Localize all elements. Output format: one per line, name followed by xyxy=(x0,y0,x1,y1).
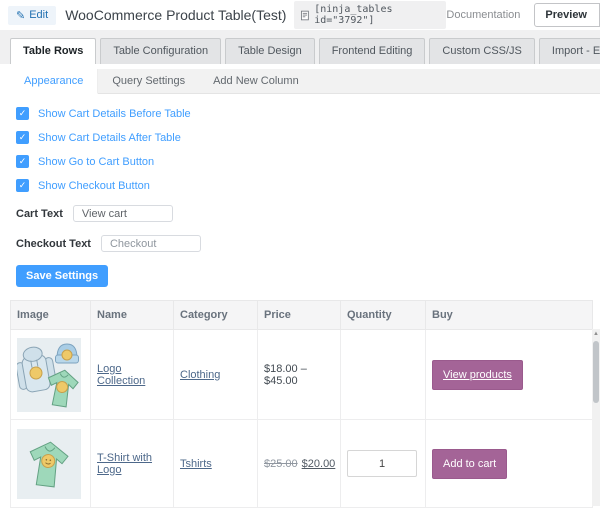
table-row: T-Shirt with Logo Tshirts $25.00$20.00 A… xyxy=(10,419,593,508)
column-header-name: Name xyxy=(90,300,174,330)
save-settings-button[interactable]: Save Settings xyxy=(16,265,109,287)
tab-table-configuration[interactable]: Table Configuration xyxy=(100,38,222,64)
tab-table-design[interactable]: Table Design xyxy=(225,38,315,64)
checkbox-show-checkout-button[interactable]: ✓ Show Checkout Button xyxy=(16,179,150,192)
product-image-logo-collection xyxy=(15,337,81,412)
quantity-input[interactable] xyxy=(347,450,417,477)
sub-tab-filler xyxy=(312,69,600,94)
column-header-quantity: Quantity xyxy=(340,300,426,330)
document-copy-icon xyxy=(301,10,310,20)
scrollbar-thumb[interactable] xyxy=(593,341,599,403)
cart-text-input[interactable] xyxy=(72,205,173,222)
product-category-link[interactable]: Tshirts xyxy=(180,457,212,470)
page-title: WooCommerce Product Table(Test) xyxy=(65,7,287,23)
product-name-link[interactable]: Logo Collection xyxy=(97,362,146,387)
edit-button[interactable]: ✎ Edit xyxy=(8,5,57,25)
checkbox-label: Show Cart Details Before Table xyxy=(38,107,191,120)
scrollbar-up-arrow-icon[interactable]: ▲ xyxy=(593,331,599,337)
preview-button[interactable]: Preview xyxy=(534,3,600,27)
checkout-text-input[interactable] xyxy=(100,235,201,252)
tab-table-rows[interactable]: Table Rows xyxy=(10,38,97,64)
column-header-category: Category xyxy=(173,300,258,330)
subtab-appearance[interactable]: Appearance xyxy=(10,69,99,94)
top-header-bar: ✎ Edit WooCommerce Product Table(Test) [… xyxy=(0,0,600,30)
column-header-price: Price xyxy=(257,300,341,330)
quantity-cell-empty xyxy=(340,329,426,420)
checkbox-checked-icon: ✓ xyxy=(16,179,29,192)
column-header-buy: Buy xyxy=(425,300,593,330)
column-header-image: Image xyxy=(10,300,91,330)
product-price-range: $18.00 – $45.00 xyxy=(264,362,307,387)
edit-button-label: Edit xyxy=(29,9,49,21)
sub-tab-spacer xyxy=(0,69,10,94)
checkbox-show-cart-details-before-table[interactable]: ✓ Show Cart Details Before Table xyxy=(16,107,191,120)
cart-text-row: Cart Text xyxy=(16,205,584,222)
subtab-query-settings[interactable]: Query Settings xyxy=(98,69,200,94)
tab-import-export[interactable]: Import - Export xyxy=(538,38,600,64)
documentation-link[interactable]: Documentation xyxy=(446,9,521,21)
table-header-row: Image Name Category Price Quantity Buy xyxy=(10,300,593,330)
checkbox-checked-icon: ✓ xyxy=(16,155,29,168)
sub-tab-bar: Appearance Query Settings Add New Column xyxy=(0,69,600,94)
product-price-regular: $25.00 xyxy=(264,457,298,470)
table-row: Logo Collection Clothing $18.00 – $45.00… xyxy=(10,329,593,420)
pencil-icon: ✎ xyxy=(16,9,26,22)
main-tab-bar: Table Rows Table Configuration Table Des… xyxy=(0,30,600,64)
shortcode-text: [ninja_tables id="3792"] xyxy=(314,4,393,26)
subtab-add-new-column[interactable]: Add New Column xyxy=(199,69,313,94)
table-scrollbar[interactable]: ▲ xyxy=(592,329,600,506)
tab-frontend-editing[interactable]: Frontend Editing xyxy=(318,38,426,64)
product-image-tshirt-with-logo xyxy=(17,428,81,499)
checkbox-show-go-to-cart-button[interactable]: ✓ Show Go to Cart Button xyxy=(16,155,154,168)
appearance-settings: ✓ Show Cart Details Before Table ✓ Show … xyxy=(0,94,600,287)
product-table-preview: Image Name Category Price Quantity Buy xyxy=(10,300,600,508)
checkbox-label: Show Go to Cart Button xyxy=(38,155,155,168)
checkout-text-label: Checkout Text xyxy=(16,237,91,250)
shortcode-badge[interactable]: [ninja_tables id="3792"] xyxy=(294,1,447,29)
checkbox-label: Show Cart Details After Table xyxy=(38,131,181,144)
add-to-cart-button[interactable]: Add to cart xyxy=(432,448,508,479)
product-price-sale: $20.00 xyxy=(301,457,336,470)
product-name-link[interactable]: T-Shirt with Logo xyxy=(97,451,153,476)
product-category-link[interactable]: Clothing xyxy=(180,368,221,381)
checkbox-checked-icon: ✓ xyxy=(16,131,29,144)
checkbox-show-cart-details-after-table[interactable]: ✓ Show Cart Details After Table xyxy=(16,131,181,144)
checkout-text-row: Checkout Text xyxy=(16,235,584,252)
checkbox-checked-icon: ✓ xyxy=(16,107,29,120)
table-rows-panel: Appearance Query Settings Add New Column… xyxy=(0,69,600,508)
cart-text-label: Cart Text xyxy=(16,207,63,220)
view-products-button[interactable]: View products xyxy=(432,359,523,390)
tab-custom-css-js[interactable]: Custom CSS/JS xyxy=(429,38,535,64)
checkbox-label: Show Checkout Button xyxy=(38,179,150,192)
